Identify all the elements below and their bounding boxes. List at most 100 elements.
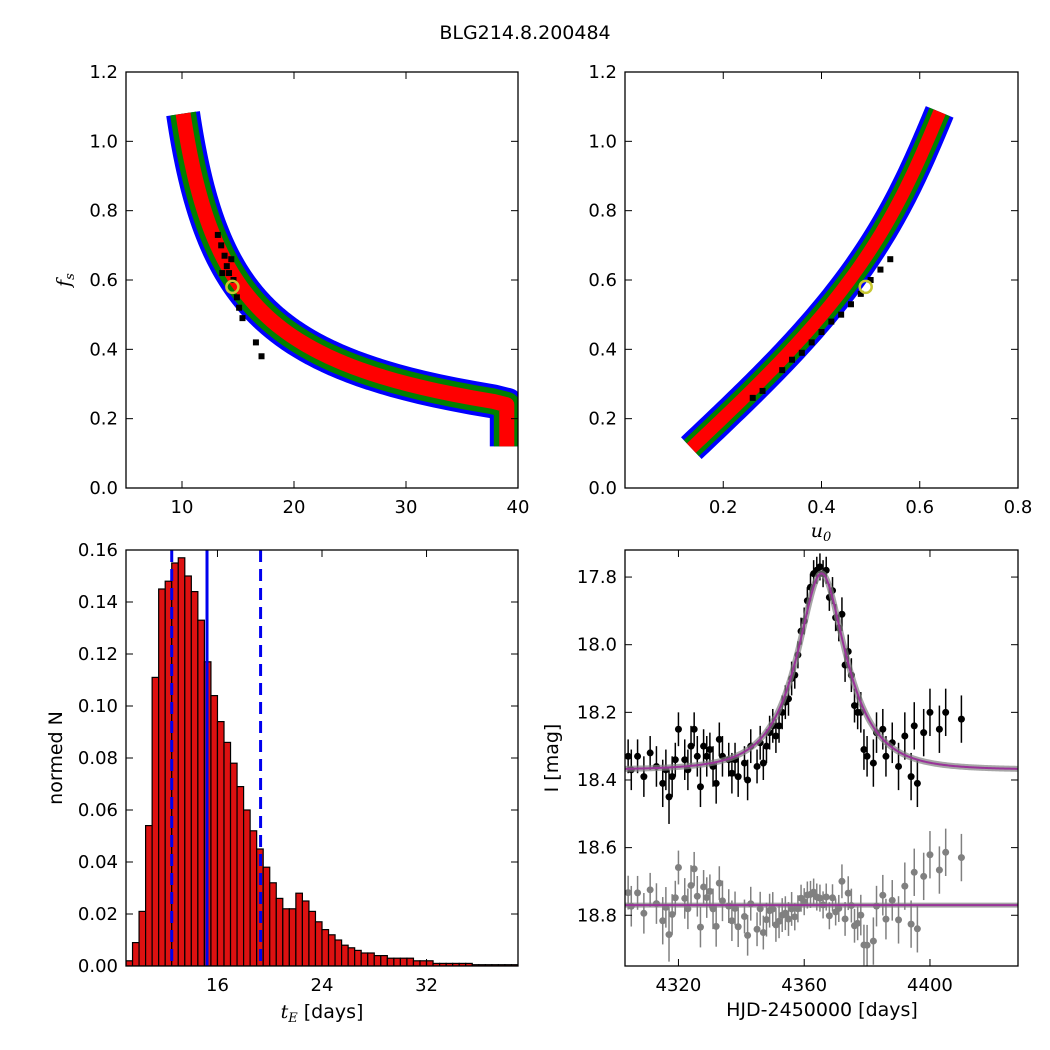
- best-sample: [887, 256, 894, 263]
- data-point: [957, 715, 965, 723]
- histogram-bar: [145, 824, 153, 966]
- x-tick-label: 40: [507, 497, 530, 518]
- histogram-bar: [190, 590, 199, 966]
- panel-bottom-right: 4320 4360 4400 17.8 18.0 18.2 18.4 18.6 18.8 HJD-…: [541, 549, 1019, 1021]
- data-point: [646, 749, 654, 757]
- y-tick-label: 0.6: [588, 270, 617, 291]
- best-fit-marker: [225, 279, 240, 295]
- best-sample: [214, 231, 221, 238]
- axes-frame: [624, 549, 1019, 967]
- best-sample: [828, 318, 835, 325]
- best-sample: [218, 242, 225, 249]
- plot-area: [126, 550, 518, 966]
- histogram-bar: [288, 908, 297, 966]
- x-tick-label: 24: [311, 975, 334, 996]
- data-point: [762, 742, 770, 750]
- best-sample: [239, 315, 246, 322]
- residual-point: [740, 912, 748, 920]
- panel-top-left: 10 20 30 40 0.0 0.2 0.4 0.6 0.8 1.0 1.2 fs: [53, 62, 529, 518]
- plot-area: [625, 553, 1018, 966]
- y-tick-label: 18.4: [577, 770, 617, 791]
- data-point: [901, 732, 909, 740]
- x-axis-label-sub: 0: [823, 530, 831, 545]
- y-tick-label: 1.0: [89, 131, 118, 152]
- residual-point: [700, 883, 708, 891]
- residual-point: [844, 889, 852, 897]
- residual-point: [762, 916, 770, 924]
- residual-point: [913, 925, 921, 933]
- x-axis-label-sub: E: [287, 1011, 298, 1026]
- residual-point: [759, 929, 767, 937]
- best-sample: [847, 301, 854, 308]
- contour-inner: [686, 108, 946, 453]
- histogram-bar: [425, 960, 434, 966]
- data-point: [907, 773, 915, 781]
- best-sample: [818, 329, 825, 335]
- y-tick-label: 0.8: [588, 201, 617, 222]
- x-axis-label: HJD-2450000 [days]: [726, 999, 918, 1021]
- residual-point: [728, 917, 736, 925]
- histogram-bar: [164, 580, 173, 966]
- best-sample: [258, 353, 265, 360]
- x-axis-label: tE [days]: [281, 1001, 364, 1026]
- y-axis-label: fs: [53, 273, 78, 289]
- best-sample: [252, 339, 259, 346]
- y-axis-label-sub: s: [63, 273, 78, 280]
- histogram-bar: [367, 952, 375, 966]
- data-point: [879, 725, 887, 733]
- data-point: [706, 746, 714, 754]
- data-point: [895, 762, 903, 770]
- plot-area: [166, 100, 518, 460]
- y-tick-label: 0.16: [78, 540, 118, 561]
- histogram-bar: [399, 957, 408, 966]
- residual-point: [634, 889, 642, 897]
- histogram-bar: [236, 785, 245, 966]
- histogram-bar: [373, 954, 382, 966]
- residual-point: [693, 892, 701, 900]
- best-sample: [877, 266, 884, 273]
- residual-point: [706, 887, 714, 895]
- best-sample: [798, 349, 805, 356]
- x-axis-label: u0: [811, 520, 832, 545]
- data-point: [625, 752, 632, 760]
- data-point: [674, 725, 682, 733]
- histogram-bar: [197, 619, 206, 966]
- histogram-bar: [412, 960, 421, 966]
- y-tick-label: 0.10: [78, 696, 118, 717]
- histogram-bar: [229, 762, 238, 966]
- residual-point: [665, 931, 673, 939]
- plot-area: [679, 100, 954, 460]
- y-tick-label: 0.2: [89, 409, 118, 430]
- best-fit-marker: [858, 279, 873, 295]
- data-point: [640, 773, 648, 781]
- x-tick-label: 0.8: [1004, 497, 1033, 518]
- best-sample: [233, 294, 240, 301]
- y-tick-label: 1.0: [588, 131, 617, 152]
- residual-point: [659, 917, 667, 925]
- histogram-bar: [334, 939, 343, 966]
- histogram-bar: [131, 941, 140, 966]
- histogram-bar: [341, 944, 349, 966]
- residual-point: [920, 872, 928, 880]
- best-sample: [223, 263, 230, 270]
- histogram-bar: [282, 908, 290, 966]
- data-point: [693, 752, 701, 760]
- model-band: [625, 570, 1018, 772]
- residual-point: [841, 915, 849, 923]
- histogram-bar: [354, 949, 362, 966]
- x-tick-label: 4320: [656, 975, 702, 996]
- histogram-bar: [419, 960, 428, 966]
- histogram-bar: [275, 897, 284, 966]
- best-sample: [857, 290, 864, 297]
- histogram-bar: [406, 957, 415, 966]
- best-sample: [808, 339, 815, 346]
- data-point: [703, 752, 711, 760]
- data-point: [926, 708, 934, 716]
- data-point: [728, 769, 736, 777]
- y-tick-label: 0.4: [89, 339, 118, 360]
- residual-point: [942, 848, 950, 856]
- data-point: [869, 759, 877, 767]
- best-sample: [867, 277, 874, 283]
- data-point: [634, 752, 642, 760]
- y-tick-label: 18.2: [577, 702, 617, 723]
